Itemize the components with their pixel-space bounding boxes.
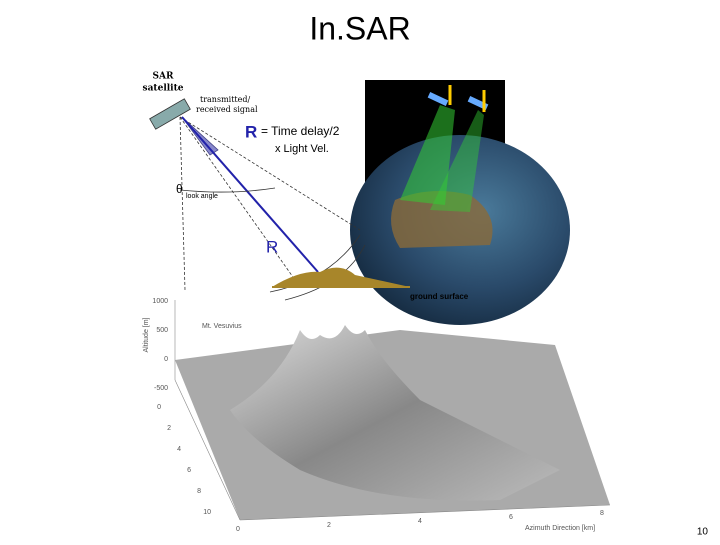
look-angle-subscript: look angle	[186, 193, 218, 200]
signal-label: transmitted/	[200, 95, 250, 104]
page-number: 10	[697, 527, 709, 538]
altitude-axis-label: Altitude [m]	[143, 317, 150, 352]
signal-label: received signal	[196, 105, 258, 114]
range-formula: = Time delay/2	[261, 124, 340, 138]
slide-title: In.SAR	[309, 10, 410, 46]
satellite-label: satellite	[143, 84, 184, 94]
place-label: Mt. Vesuvius	[202, 323, 242, 330]
range-formula: x Light Vel.	[275, 143, 329, 155]
azimuth-tick: 6	[509, 514, 513, 521]
altitude-tick: 1000	[152, 298, 168, 305]
altitude-tick: 0	[164, 356, 168, 363]
azimuth-tick: 2	[327, 522, 331, 529]
azimuth-axis-label: Azimuth Direction [km]	[525, 525, 595, 532]
range-symbol: R	[245, 122, 257, 141]
azimuth-tick: 4	[418, 518, 422, 525]
sar-geometry	[149, 98, 410, 301]
ground-label: ground surface	[410, 292, 469, 301]
range-tick: 0	[157, 404, 161, 411]
azimuth-tick: 0	[236, 526, 240, 533]
range-tick: 6	[187, 467, 191, 474]
look-angle-symbol: θ	[176, 182, 183, 196]
satellite-label: SAR	[153, 72, 174, 82]
dem-image	[174, 300, 611, 521]
altitude-tick: 500	[156, 327, 168, 334]
azimuth-tick: 8	[600, 510, 604, 517]
range-tick: 8	[197, 488, 201, 495]
range-tick: 4	[177, 446, 181, 453]
range-label: R	[266, 237, 278, 256]
altitude-tick: -500	[154, 385, 168, 392]
earth-image	[350, 80, 570, 325]
range-tick: 10	[203, 509, 211, 516]
range-tick: 2	[167, 425, 171, 432]
